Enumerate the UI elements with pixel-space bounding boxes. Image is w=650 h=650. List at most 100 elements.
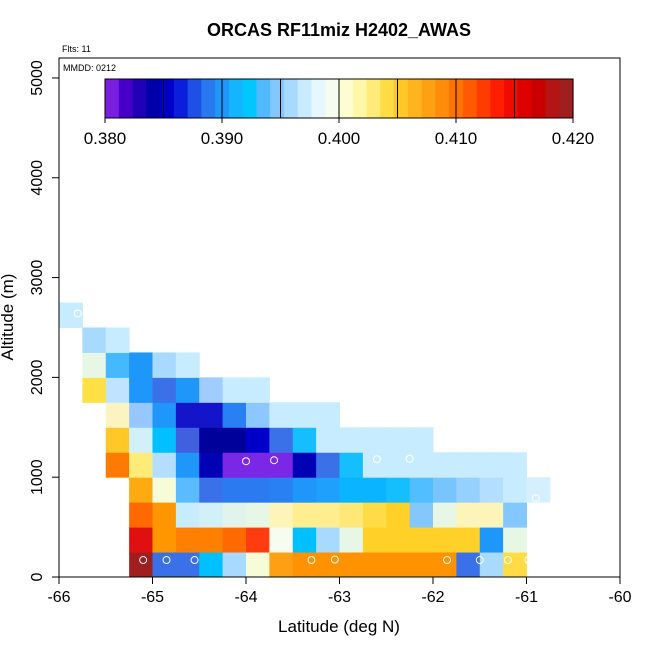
sample-point-marker (405, 454, 414, 463)
heatmap-cell (129, 502, 153, 528)
y-axis: 0 1000 2000 3000 4000 5000 (29, 60, 59, 581)
sample-point-marker (443, 556, 452, 565)
heatmap-cell (129, 427, 153, 453)
heatmap-cell (129, 552, 153, 578)
heatmap-cell (199, 427, 224, 453)
colorbar-segment (105, 79, 120, 118)
heatmap-cell (433, 552, 457, 578)
heatmap-cell (269, 502, 294, 528)
heatmap-cell (456, 502, 481, 528)
heatmap-cell (479, 452, 504, 478)
colorbar-segment (490, 79, 505, 118)
x-tick-label: -66 (47, 589, 70, 606)
sample-point-marker (307, 556, 316, 565)
heatmap-cell (316, 427, 340, 453)
heatmap-cell (456, 552, 481, 578)
colorbar-segment (545, 79, 560, 118)
heatmap-cell (105, 402, 130, 428)
heatmap-cell (409, 502, 434, 528)
heatmap-cell (339, 502, 364, 528)
heatmap-cell (362, 502, 387, 528)
heatmap-cell (316, 477, 340, 503)
heatmap-cell (152, 527, 177, 553)
x-tick-label: -62 (421, 589, 444, 606)
colorbar-segment (270, 79, 285, 118)
heatmap-cell (503, 552, 527, 578)
heatmap-cell (222, 427, 247, 453)
heatmap-cell (246, 402, 270, 428)
x-tick-label: -64 (234, 589, 257, 606)
heatmap-cell (386, 502, 411, 528)
sample-point-marker (330, 555, 339, 564)
colorbar-segment (352, 79, 368, 118)
heatmap-cell (175, 402, 200, 428)
heatmap-cell (316, 402, 340, 428)
heatmap-cell (479, 527, 504, 553)
sample-point-marker (242, 457, 250, 466)
heatmap-cell (246, 552, 270, 578)
heatmap-cell (292, 527, 317, 553)
y-tick-label: 5000 (29, 60, 46, 96)
y-tick-label: 2000 (29, 359, 46, 395)
y-axis-label: Altitude (m) (0, 274, 17, 361)
heatmap-cell (362, 427, 387, 453)
colorbar-tick-label: 0.400 (318, 129, 361, 148)
colorbar-segment (462, 79, 478, 118)
colorbar-segment (297, 79, 313, 118)
colorbar-tick-label: 0.380 (84, 129, 127, 148)
colorbar-segment (132, 79, 147, 118)
heatmap-cell (175, 452, 200, 478)
colorbar-segment (380, 79, 395, 118)
colorbar-segment (146, 79, 161, 118)
x-axis: -66 -65 -64 -63 -62 -61 -60 (47, 577, 632, 606)
colorbar-segment (517, 79, 533, 118)
heatmap-cell (362, 552, 387, 578)
heatmap-cell (152, 502, 177, 528)
heatmap-cell (386, 552, 411, 578)
heatmap-cell (433, 452, 457, 478)
x-axis-label: Latitude (deg N) (278, 617, 400, 636)
heatmap-cell (222, 452, 247, 478)
sample-point-marker (503, 556, 512, 565)
sample-points (73, 309, 540, 565)
heatmap-cell (222, 477, 247, 503)
heatmap-cell (479, 477, 504, 503)
heatmap-cell (409, 552, 434, 578)
heatmap-cell (269, 527, 294, 553)
heatmap-cell (199, 527, 224, 553)
colorbar-tick-label: 0.410 (435, 129, 478, 148)
colorbar-segment (201, 79, 216, 118)
heatmap-cell (152, 377, 177, 403)
colorbar-segment (407, 79, 423, 118)
heatmap-cell (292, 477, 317, 503)
colorbar-segment (339, 79, 354, 118)
heatmap-cell (456, 527, 481, 553)
heatmap-cell (199, 502, 224, 528)
heatmap-cell (199, 477, 224, 503)
heatmap-cell (199, 377, 224, 403)
heatmap-cell (386, 477, 411, 503)
heatmap-cell (526, 477, 551, 503)
colorbar-segment (311, 79, 326, 118)
heatmap-cell (246, 377, 270, 403)
heatmap-cell (222, 527, 247, 553)
heatmap-cell (409, 427, 434, 453)
heatmap-cell (129, 352, 153, 378)
heatmap-cell (199, 552, 224, 578)
colorbar-tick-label: 0.420 (552, 129, 595, 148)
heatmap-cell (456, 477, 481, 503)
heatmap-cell (59, 302, 83, 328)
y-tick-label: 0 (29, 572, 46, 581)
heatmap-cell (175, 477, 200, 503)
heatmap-cell (339, 452, 364, 478)
heatmap-cell (339, 427, 364, 453)
heatmap-cell (292, 452, 317, 478)
x-tick-label: -65 (141, 589, 164, 606)
colorbar-segment (118, 79, 134, 118)
colorbar-segment (504, 79, 519, 118)
heatmap-cell (152, 427, 177, 453)
heatmap-cell (456, 452, 481, 478)
heatmap-cell (105, 377, 130, 403)
sample-point-marker (475, 556, 484, 565)
heatmap-cell (105, 352, 130, 378)
